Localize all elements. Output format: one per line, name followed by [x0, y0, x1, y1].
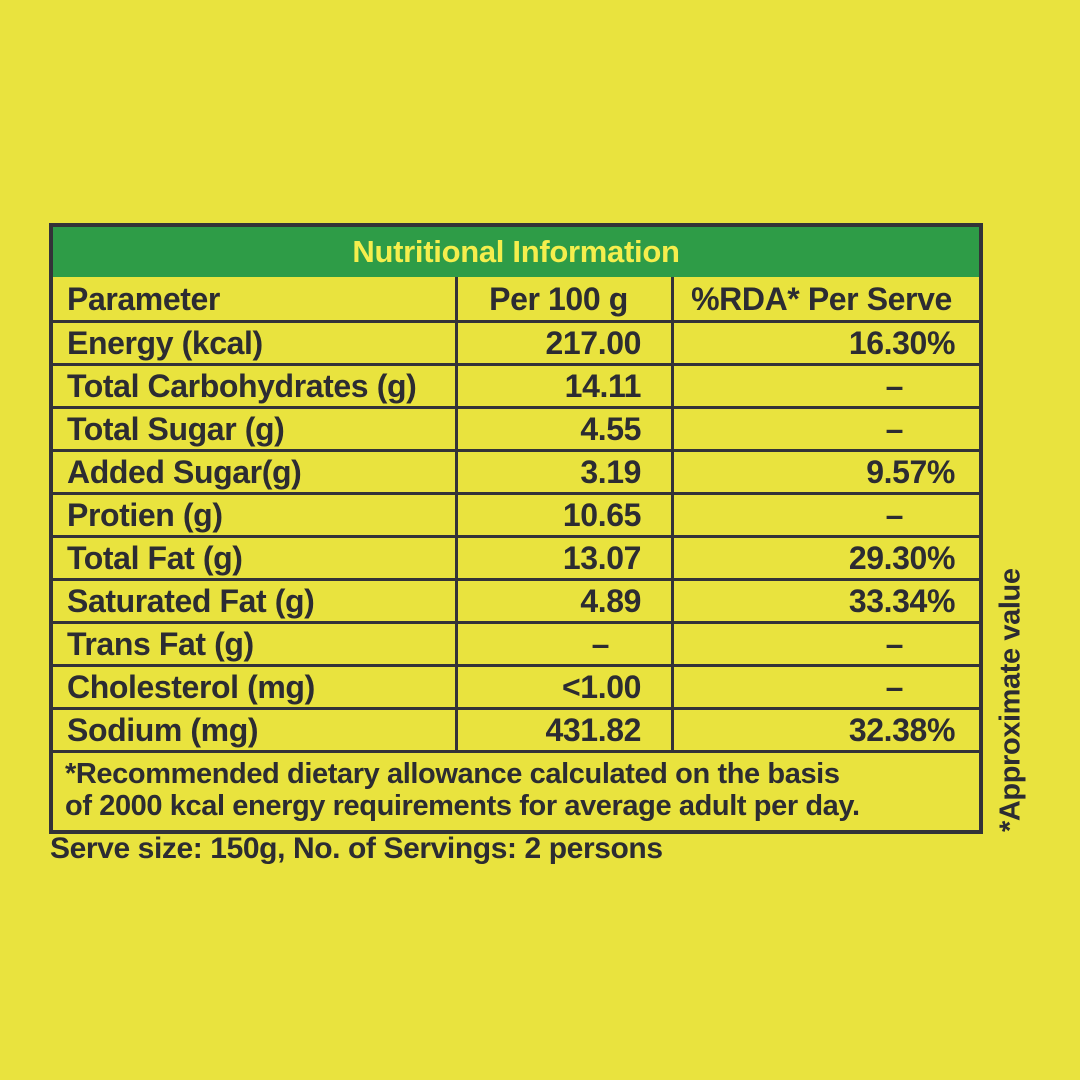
table-title-bar: Nutritional Information [53, 227, 979, 277]
per-100g-cell: 13.07 [455, 538, 671, 578]
per-100g-cell: 10.65 [455, 495, 671, 535]
table-row: Cholesterol (mg) <1.00 – [53, 664, 979, 707]
table-row: Saturated Fat (g) 4.89 33.34% [53, 578, 979, 621]
per-100g-cell: <1.00 [455, 667, 671, 707]
rda-cell: – [671, 624, 979, 664]
nutrition-table: Nutritional Information Parameter Per 10… [49, 223, 983, 834]
rda-cell: – [671, 366, 979, 406]
table-row: Total Carbohydrates (g) 14.11 – [53, 363, 979, 406]
parameter-cell: Total Fat (g) [67, 540, 243, 576]
parameter-cell: Total Carbohydrates (g) [67, 368, 417, 404]
per-100g-cell: 431.82 [455, 710, 671, 750]
table-title: Nutritional Information [352, 234, 680, 269]
table-row: Energy (kcal) 217.00 16.30% [53, 320, 979, 363]
parameter-cell: Saturated Fat (g) [67, 583, 315, 619]
rda-footnote-line1: *Recommended dietary allowance calculate… [65, 758, 840, 790]
column-header-rda-per-serve: %RDA* Per Serve [671, 277, 979, 320]
rda-cell: – [671, 495, 979, 535]
per-100g-cell: 14.11 [455, 366, 671, 406]
rda-cell: – [671, 409, 979, 449]
column-header-per-100g: Per 100 g [455, 277, 671, 320]
approximate-value-note: *Approximate value [994, 568, 1027, 832]
column-header-parameter: Parameter [67, 280, 220, 317]
serve-size-note: Serve size: 150g, No. of Servings: 2 per… [50, 832, 663, 865]
parameter-cell: Trans Fat (g) [67, 626, 254, 662]
parameter-cell: Cholesterol (mg) [67, 669, 315, 705]
table-row: Total Fat (g) 13.07 29.30% [53, 535, 979, 578]
rda-cell: 32.38% [671, 710, 979, 750]
per-100g-cell: – [455, 624, 671, 664]
parameter-cell: Sodium (mg) [67, 712, 259, 748]
rda-cell: 33.34% [671, 581, 979, 621]
table-row: Sodium (mg) 431.82 32.38% [53, 707, 979, 750]
rda-cell: 9.57% [671, 452, 979, 492]
per-100g-cell: 4.55 [455, 409, 671, 449]
table-row: Total Sugar (g) 4.55 – [53, 406, 979, 449]
parameter-cell: Total Sugar (g) [67, 411, 285, 447]
parameter-cell: Energy (kcal) [67, 325, 263, 361]
table-row: Added Sugar(g) 3.19 9.57% [53, 449, 979, 492]
per-100g-cell: 3.19 [455, 452, 671, 492]
rda-footnote-line2: of 2000 kcal energy requirements for ave… [65, 790, 860, 822]
rda-footnote: *Recommended dietary allowance calculate… [53, 750, 979, 830]
table-row: Protien (g) 10.65 – [53, 492, 979, 535]
rda-cell: – [671, 667, 979, 707]
rda-cell: 16.30% [671, 323, 979, 363]
per-100g-cell: 4.89 [455, 581, 671, 621]
table-header-row: Parameter Per 100 g %RDA* Per Serve [53, 277, 979, 320]
parameter-cell: Added Sugar(g) [67, 454, 302, 490]
parameter-cell: Protien (g) [67, 497, 223, 533]
table-row: Trans Fat (g) – – [53, 621, 979, 664]
per-100g-cell: 217.00 [455, 323, 671, 363]
rda-cell: 29.30% [671, 538, 979, 578]
